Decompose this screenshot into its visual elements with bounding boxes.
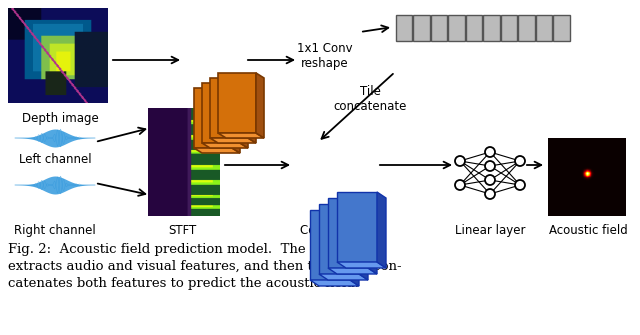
Bar — [536, 15, 552, 41]
Bar — [500, 15, 517, 41]
Bar — [431, 15, 447, 41]
Polygon shape — [194, 148, 240, 153]
Polygon shape — [202, 143, 248, 148]
Polygon shape — [256, 73, 264, 138]
Polygon shape — [310, 280, 359, 286]
Text: Left channel: Left channel — [19, 153, 92, 166]
Text: 1x1 Conv
reshape: 1x1 Conv reshape — [297, 42, 353, 70]
Polygon shape — [377, 192, 386, 268]
Polygon shape — [240, 83, 248, 148]
Bar — [310, 210, 350, 280]
Text: Tile
concatenate: Tile concatenate — [333, 85, 406, 113]
Bar — [413, 15, 429, 41]
Text: Visual feature: Visual feature — [442, 15, 524, 28]
Text: ResNet-18: ResNet-18 — [182, 112, 243, 125]
Bar — [396, 15, 412, 41]
Bar — [337, 192, 377, 262]
Polygon shape — [248, 78, 256, 143]
Polygon shape — [218, 133, 264, 138]
Circle shape — [485, 161, 495, 171]
Text: catenates both features to predict the acoustic field.: catenates both features to predict the a… — [8, 277, 359, 290]
Text: STFT: STFT — [168, 224, 196, 237]
Bar — [319, 204, 359, 274]
Bar — [210, 78, 248, 138]
Bar — [483, 15, 499, 41]
Circle shape — [485, 175, 495, 185]
Bar — [518, 15, 534, 41]
Text: extracts audio and visual features, and then tiles, and con-: extracts audio and visual features, and … — [8, 260, 402, 273]
Polygon shape — [337, 262, 386, 268]
Text: Linear layer: Linear layer — [455, 224, 525, 237]
Polygon shape — [359, 204, 368, 280]
Polygon shape — [232, 88, 240, 153]
Text: Conv nets: Conv nets — [300, 224, 360, 237]
Bar — [553, 15, 570, 41]
Bar — [328, 198, 368, 268]
Bar — [202, 83, 240, 143]
Polygon shape — [210, 138, 256, 143]
Text: Fig. 2:  Acoustic field prediction model.  The model first: Fig. 2: Acoustic field prediction model.… — [8, 243, 382, 256]
Bar — [194, 88, 232, 148]
Text: Right channel: Right channel — [14, 224, 96, 237]
Circle shape — [485, 189, 495, 199]
Circle shape — [515, 156, 525, 166]
Circle shape — [515, 180, 525, 190]
Text: Depth image: Depth image — [22, 112, 99, 125]
Bar — [465, 15, 482, 41]
Polygon shape — [368, 198, 377, 274]
Polygon shape — [328, 268, 377, 274]
Bar — [448, 15, 465, 41]
Polygon shape — [350, 210, 359, 286]
Circle shape — [455, 180, 465, 190]
Text: Acoustic field: Acoustic field — [548, 224, 627, 237]
Circle shape — [455, 156, 465, 166]
Circle shape — [485, 147, 495, 157]
Bar — [218, 73, 256, 133]
Polygon shape — [319, 274, 368, 280]
